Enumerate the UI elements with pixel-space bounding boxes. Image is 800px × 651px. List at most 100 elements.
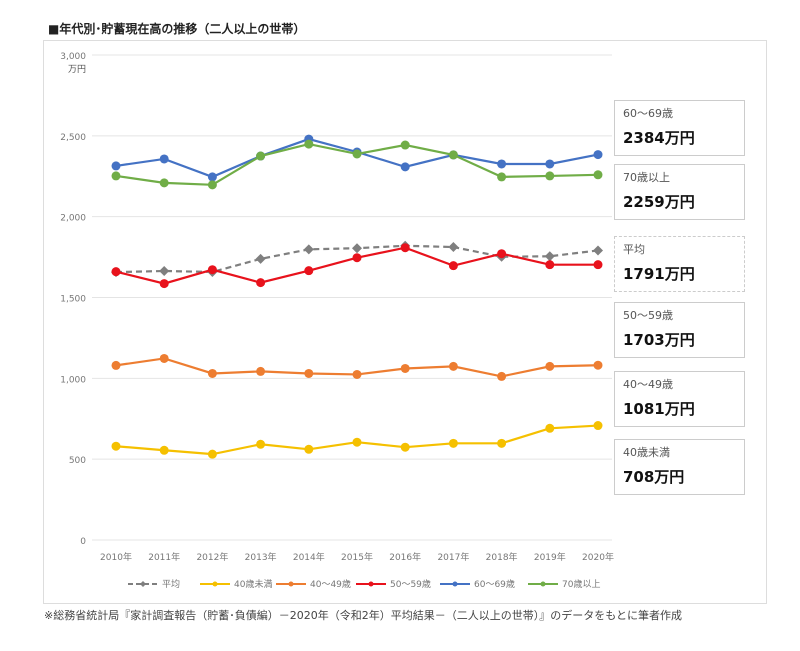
callout-label: 平均 bbox=[623, 243, 645, 256]
data-point bbox=[593, 421, 603, 431]
data-point bbox=[400, 140, 410, 150]
data-point bbox=[256, 439, 266, 449]
data-point bbox=[159, 445, 169, 455]
data-point bbox=[256, 366, 266, 376]
callout-average: 平均 1791万円 bbox=[614, 236, 745, 292]
legend-marker bbox=[368, 581, 374, 587]
data-point bbox=[497, 159, 507, 169]
callout-40s: 40～49歳 1081万円 bbox=[614, 371, 745, 427]
data-point bbox=[111, 171, 121, 181]
data-point bbox=[497, 172, 507, 182]
data-point bbox=[207, 180, 217, 190]
x-tick-label: 2011年 bbox=[148, 551, 180, 563]
data-point bbox=[111, 267, 121, 277]
callout-value: 1703万円 bbox=[623, 331, 695, 349]
callout-value: 2259万円 bbox=[623, 193, 695, 211]
legend-marker bbox=[288, 581, 294, 587]
data-point bbox=[593, 150, 603, 160]
x-tick-label: 2017年 bbox=[437, 551, 469, 563]
callout-label: 70歳以上 bbox=[623, 171, 670, 184]
data-point bbox=[255, 253, 266, 264]
y-axis-unit: 万円 bbox=[68, 64, 86, 75]
chart-frame bbox=[43, 40, 767, 604]
x-tick-label: 2010年 bbox=[100, 551, 132, 563]
data-point bbox=[400, 162, 410, 172]
data-point bbox=[159, 154, 169, 164]
data-point bbox=[207, 368, 217, 378]
legend-label: 50～59歳 bbox=[390, 578, 431, 590]
data-point bbox=[304, 368, 314, 378]
callout-value: 1081万円 bbox=[623, 400, 695, 418]
y-tick-label: 2,500 bbox=[60, 133, 86, 143]
callout-value: 2384万円 bbox=[623, 129, 695, 147]
legend-marker bbox=[212, 581, 218, 587]
callout-label: 40歳未満 bbox=[623, 446, 670, 459]
data-point bbox=[159, 178, 169, 188]
callout-label: 50～59歳 bbox=[623, 309, 673, 322]
data-point bbox=[256, 278, 266, 288]
data-point bbox=[352, 369, 362, 379]
legend-label: 40～49歳 bbox=[310, 578, 351, 590]
legend-marker bbox=[140, 581, 146, 587]
data-point bbox=[304, 139, 314, 149]
callout-50s: 50～59歳 1703万円 bbox=[614, 302, 745, 358]
data-point bbox=[400, 363, 410, 373]
data-point bbox=[544, 251, 555, 262]
data-point bbox=[352, 243, 362, 254]
data-point bbox=[593, 360, 603, 370]
data-point bbox=[111, 441, 121, 451]
data-point bbox=[207, 172, 217, 182]
data-point bbox=[545, 423, 555, 433]
data-point bbox=[497, 371, 507, 381]
data-point bbox=[352, 253, 362, 263]
data-point bbox=[352, 437, 362, 447]
data-point bbox=[448, 261, 458, 271]
callout-70plus: 70歳以上 2259万円 bbox=[614, 164, 745, 220]
source-note: ※総務省統計局『家計調査報告（貯蓄･負債編）－2020年（令和2年）平均結果－（… bbox=[44, 609, 682, 622]
legend-marker bbox=[540, 581, 546, 587]
data-point bbox=[448, 438, 458, 448]
data-point bbox=[159, 265, 170, 276]
data-point bbox=[448, 361, 458, 371]
legend-label: 40歳未満 bbox=[234, 578, 272, 590]
data-point bbox=[448, 242, 459, 253]
data-point bbox=[545, 171, 555, 181]
data-point bbox=[497, 438, 507, 448]
y-tick-label: 0 bbox=[80, 537, 86, 547]
x-tick-label: 2015年 bbox=[341, 551, 373, 563]
x-tick-label: 2020年 bbox=[582, 551, 614, 563]
data-point bbox=[545, 361, 555, 371]
data-point bbox=[497, 249, 507, 259]
data-point bbox=[111, 161, 121, 171]
data-point bbox=[207, 449, 217, 459]
legend-label: 70歳以上 bbox=[562, 578, 600, 590]
data-point bbox=[304, 266, 314, 276]
data-point bbox=[400, 442, 410, 452]
x-tick-label: 2013年 bbox=[245, 551, 277, 563]
data-point bbox=[593, 260, 603, 270]
callout-value: 1791万円 bbox=[623, 265, 695, 283]
data-point bbox=[545, 159, 555, 169]
data-point bbox=[159, 353, 169, 363]
x-tick-label: 2018年 bbox=[486, 551, 518, 563]
chart-title: ■年代別･貯蓄現在高の推移（二人以上の世帯） bbox=[48, 22, 306, 36]
data-point bbox=[159, 279, 169, 289]
legend-label: 60～69歳 bbox=[474, 578, 515, 590]
legend-marker bbox=[452, 581, 458, 587]
x-tick-label: 2019年 bbox=[534, 551, 566, 563]
x-tick-label: 2016年 bbox=[389, 551, 421, 563]
y-tick-label: 500 bbox=[69, 456, 86, 466]
callout-60s: 60～69歳 2384万円 bbox=[614, 100, 745, 156]
data-point bbox=[303, 244, 314, 255]
x-tick-label: 2014年 bbox=[293, 551, 325, 563]
legend-label: 平均 bbox=[162, 578, 180, 590]
data-point bbox=[448, 150, 458, 160]
y-tick-label: 3,000 bbox=[60, 52, 86, 62]
x-tick-label: 2012年 bbox=[196, 551, 228, 563]
data-point bbox=[593, 245, 603, 256]
data-point bbox=[304, 444, 314, 454]
data-point bbox=[545, 260, 555, 270]
callout-label: 40～49歳 bbox=[623, 378, 673, 391]
